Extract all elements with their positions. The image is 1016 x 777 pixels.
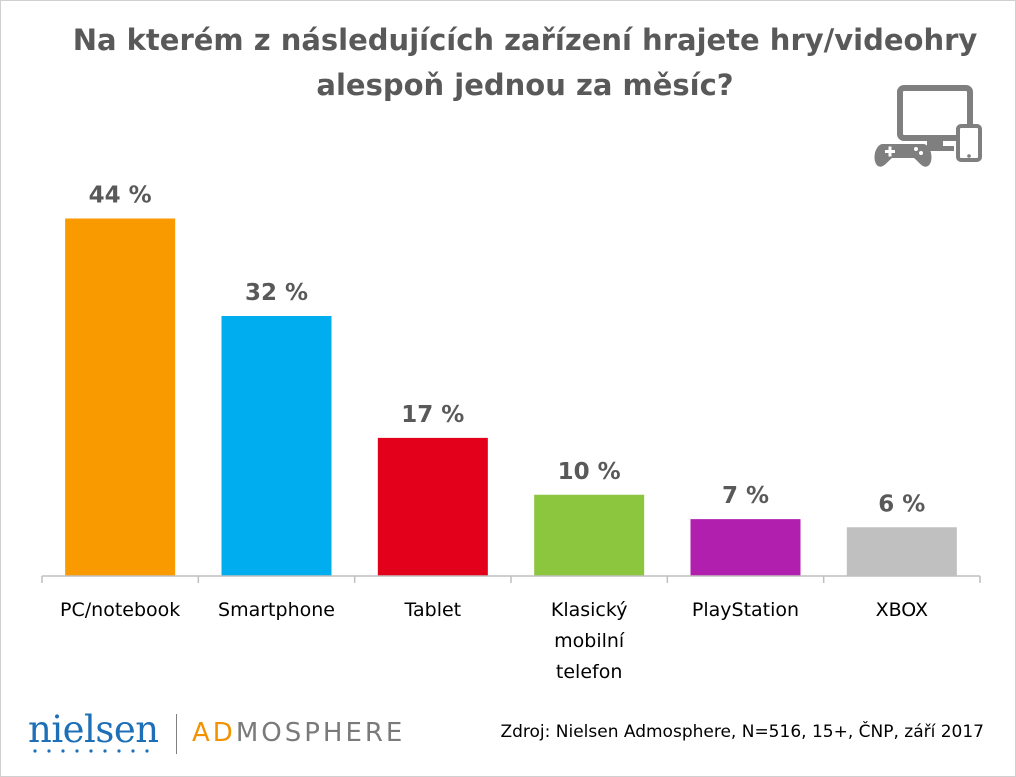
nielsen-logo-dots bbox=[33, 749, 149, 753]
value-label-pc-notebook: 44 % bbox=[89, 183, 152, 209]
chart-title-line-2: alespoň jednou za měsíc? bbox=[316, 68, 734, 102]
bar-series bbox=[65, 218, 957, 576]
bar-chart: PC/notebook Smartphone Tablet Klasický mobil… bbox=[41, 183, 981, 683]
value-label-klasick-mobiln-telefon: 10 % bbox=[558, 459, 621, 485]
category-label-playstation: PlayStation bbox=[692, 599, 799, 621]
nielsen-logo: nielsen bbox=[28, 708, 159, 751]
value-label-playstation: 7 % bbox=[722, 483, 769, 509]
value-label-xbox: 6 % bbox=[878, 491, 925, 517]
x-axis bbox=[41, 575, 981, 583]
category-label-smartphone: Smartphone bbox=[218, 599, 335, 621]
chart-title: Na kterém z následujících zařízení hraje… bbox=[60, 18, 990, 108]
category-label-klasick-mobiln-telefon: Klasický bbox=[551, 599, 628, 621]
category-label-pc-notebook: PC/notebook bbox=[60, 599, 180, 621]
category-label-xbox: XBOX bbox=[876, 599, 928, 621]
source-note: Zdroj: Nielsen Admosphere, N=516, 15+, Č… bbox=[500, 722, 984, 742]
value-label-tablet: 17 % bbox=[401, 402, 464, 428]
category-label-klasick-mobiln-telefon: mobilní bbox=[554, 630, 625, 652]
bar-xbox bbox=[846, 527, 957, 576]
admosphere-logo: ADMOSPHERE bbox=[192, 718, 405, 748]
pc-phone-gamepad-icon bbox=[874, 85, 982, 167]
bar-playstation bbox=[690, 519, 801, 576]
bar-pc-notebook bbox=[65, 218, 176, 576]
category-labels: PC/notebook Smartphone Tablet Klasický mobil… bbox=[60, 599, 928, 683]
admosphere-logo-rest: MOSPHERE bbox=[235, 718, 406, 748]
category-label-klasick-mobiln-telefon: telefon bbox=[556, 661, 622, 683]
logo-divider bbox=[176, 714, 177, 754]
value-label-smartphone: 32 % bbox=[245, 280, 308, 306]
value-labels: 44 % 32 % 17 % 10 % 7 % 6 % bbox=[89, 183, 926, 518]
bar-tablet bbox=[377, 437, 488, 576]
category-label-tablet: Tablet bbox=[404, 599, 462, 621]
bar-smartphone bbox=[221, 316, 332, 576]
chart-title-line-1: Na kterém z následujících zařízení hraje… bbox=[72, 23, 978, 57]
bar-klasick-mobiln-telefon bbox=[534, 494, 645, 576]
footer: nielsen ADMOSPHERE Zdroj: Nielsen Admosp… bbox=[0, 700, 1016, 777]
admosphere-logo-ad: AD bbox=[192, 718, 236, 748]
